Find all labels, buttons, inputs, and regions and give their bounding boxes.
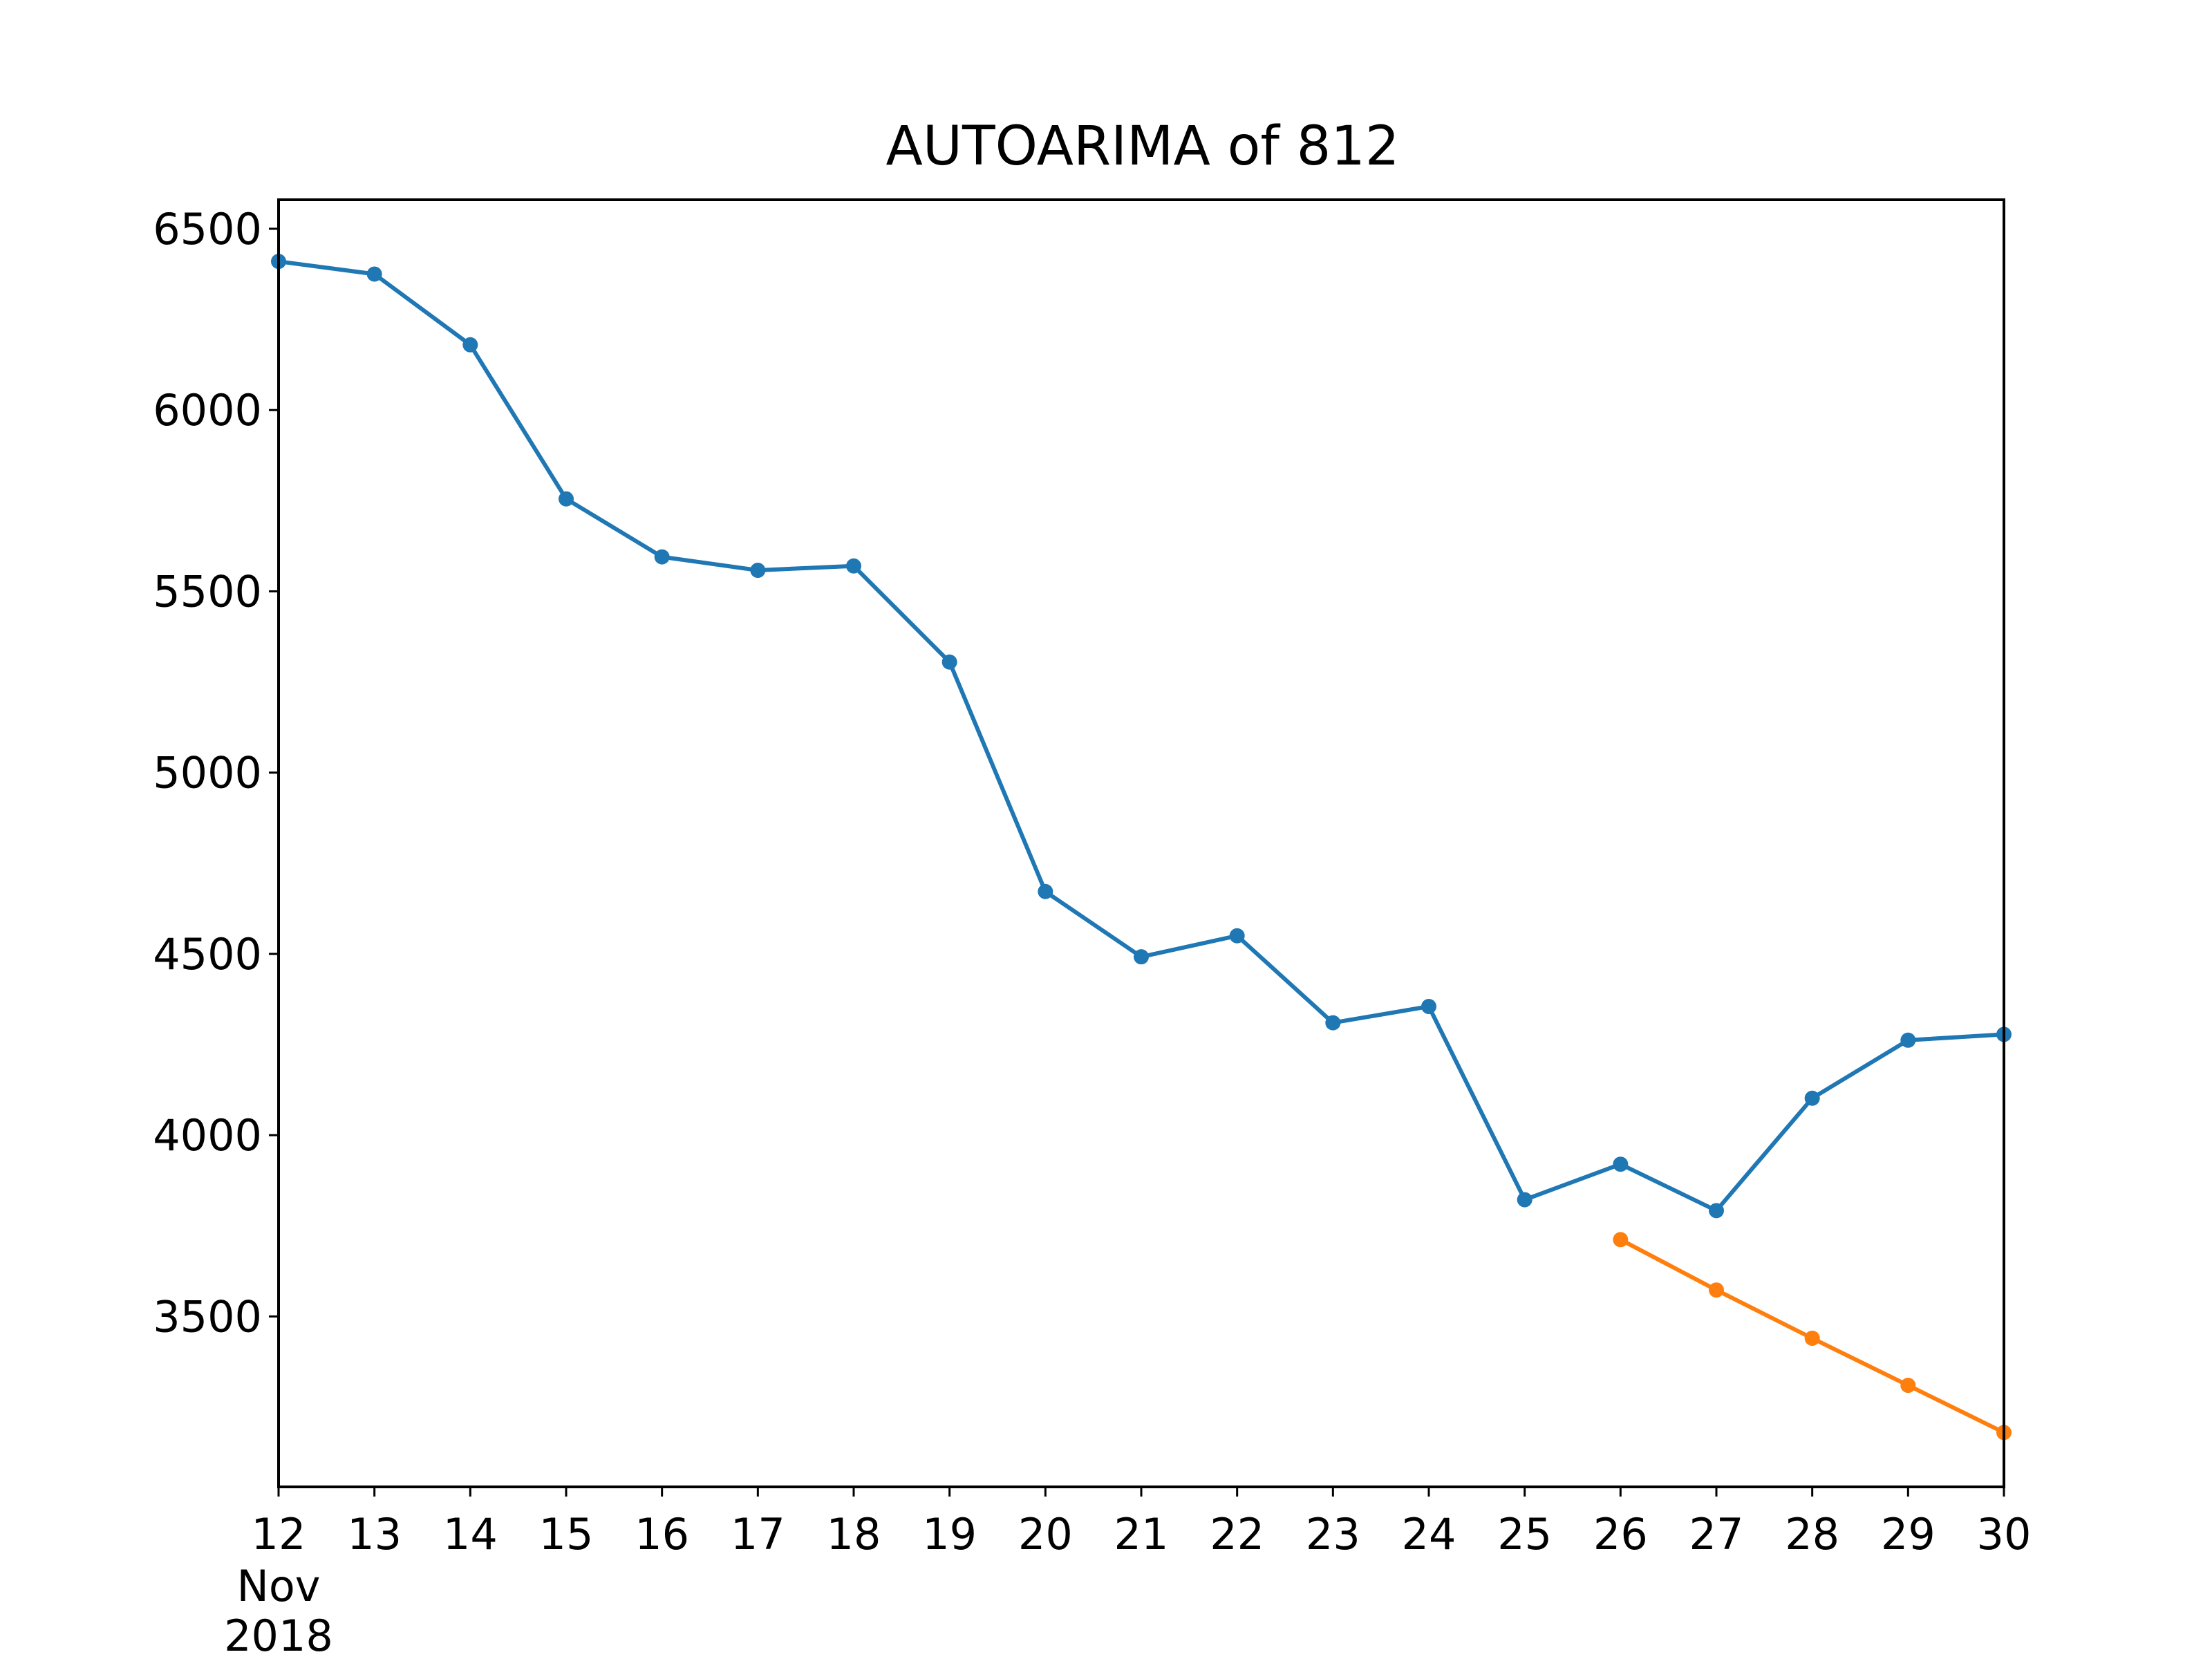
x-axis: 12 13 14 15 16 17 18 19 20 21 22 23 24 25 26 27 28 29 30 No…	[224, 1487, 2031, 1659]
data-point	[1709, 1282, 1724, 1298]
data-point	[846, 558, 861, 574]
x-tick-label: 27	[1689, 1509, 1744, 1559]
x-tick-label: 24	[1402, 1509, 1456, 1559]
y-tick-label: 6500	[153, 204, 262, 254]
data-point	[1900, 1032, 1916, 1048]
data-point	[654, 549, 670, 565]
x-tick-sublabel: Nov	[236, 1561, 320, 1611]
x-tick-label: 16	[635, 1509, 689, 1559]
x-tick-label: 19	[922, 1509, 977, 1559]
data-point	[750, 563, 766, 579]
y-tick-label: 4500	[153, 929, 262, 980]
x-tick-sublabel: 2018	[224, 1611, 333, 1659]
data-point	[1900, 1378, 1916, 1394]
x-tick-label: 26	[1593, 1509, 1648, 1559]
x-tick-label: 21	[1114, 1509, 1169, 1559]
data-point	[462, 337, 478, 353]
x-tick-label: 28	[1785, 1509, 1839, 1559]
data-point	[1325, 1015, 1341, 1031]
plot-area	[271, 254, 2012, 1441]
x-tick-label: 20	[1018, 1509, 1073, 1559]
data-point	[1229, 928, 1245, 944]
data-point	[1709, 1203, 1724, 1219]
x-tick-label: 12	[252, 1509, 306, 1559]
data-point	[1517, 1192, 1533, 1208]
data-point	[1613, 1156, 1629, 1172]
y-tick-label: 5500	[153, 566, 262, 617]
y-tick-label: 6000	[153, 385, 262, 435]
data-point	[1134, 949, 1149, 965]
series-1	[1613, 1232, 2012, 1441]
data-point	[1421, 999, 1436, 1015]
y-tick-label: 3500	[153, 1291, 262, 1342]
x-tick-label: 30	[1977, 1509, 2032, 1559]
data-point	[559, 491, 574, 507]
x-tick-label: 18	[827, 1509, 881, 1559]
y-tick-label: 4000	[153, 1110, 262, 1161]
x-tick-label: 13	[347, 1509, 402, 1559]
x-tick-label: 23	[1306, 1509, 1360, 1559]
x-tick-label: 15	[539, 1509, 594, 1559]
data-point	[941, 654, 957, 670]
chart-title: AUTOARIMA of 812	[886, 115, 1400, 178]
x-tick-label: 25	[1497, 1509, 1552, 1559]
data-point	[366, 266, 382, 282]
data-point	[1613, 1232, 1629, 1248]
data-point	[1038, 883, 1053, 899]
y-tick-label: 5000	[153, 748, 262, 798]
series-0	[271, 254, 2012, 1219]
y-axis: 3500 4000 4500 5000 5500 6000 6500	[153, 204, 279, 1342]
x-tick-label: 29	[1881, 1509, 1936, 1559]
x-tick-label: 22	[1210, 1509, 1264, 1559]
data-point	[1804, 1330, 1820, 1346]
x-tick-label: 14	[443, 1509, 498, 1559]
series-line	[278, 259, 2005, 1213]
plot-frame	[277, 198, 2005, 1488]
x-tick-label: 17	[731, 1509, 785, 1559]
data-point	[1804, 1090, 1820, 1106]
